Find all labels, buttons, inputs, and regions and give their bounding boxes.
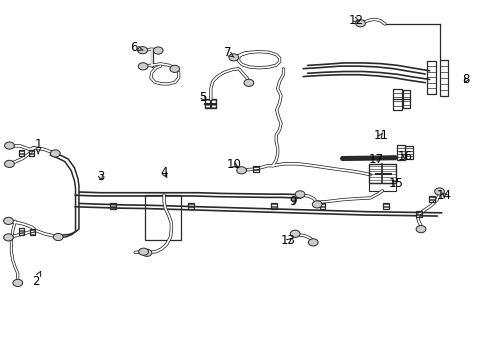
- Text: 7: 7: [223, 46, 233, 59]
- Text: 8: 8: [462, 73, 469, 86]
- Circle shape: [4, 142, 14, 149]
- Text: 11: 11: [373, 129, 388, 142]
- Circle shape: [138, 63, 148, 70]
- Bar: [205, 99, 216, 108]
- Circle shape: [153, 47, 163, 54]
- Circle shape: [434, 188, 444, 195]
- Bar: [30, 229, 35, 235]
- Bar: [319, 203, 325, 209]
- Circle shape: [142, 249, 152, 256]
- Bar: [392, 89, 401, 110]
- Bar: [19, 228, 24, 234]
- Bar: [110, 203, 116, 209]
- Bar: [439, 60, 447, 96]
- Circle shape: [3, 234, 13, 241]
- Text: 6: 6: [130, 41, 143, 54]
- Text: 5: 5: [199, 91, 206, 104]
- Bar: [428, 196, 434, 202]
- Circle shape: [312, 201, 322, 208]
- Circle shape: [53, 233, 63, 240]
- Bar: [368, 183, 395, 191]
- Circle shape: [308, 239, 318, 246]
- Text: 3: 3: [97, 170, 104, 183]
- Circle shape: [4, 160, 14, 167]
- Circle shape: [138, 46, 147, 54]
- Circle shape: [139, 248, 148, 255]
- Circle shape: [244, 79, 253, 86]
- Bar: [402, 90, 409, 108]
- Bar: [415, 211, 421, 217]
- Circle shape: [3, 217, 13, 225]
- Text: 16: 16: [397, 150, 412, 163]
- Text: 17: 17: [368, 153, 383, 166]
- Bar: [427, 61, 435, 94]
- Bar: [270, 203, 276, 209]
- Circle shape: [295, 191, 305, 198]
- Text: 13: 13: [281, 234, 295, 247]
- Circle shape: [355, 20, 365, 27]
- Bar: [187, 203, 193, 209]
- Text: 14: 14: [436, 189, 451, 202]
- Circle shape: [236, 167, 246, 174]
- Circle shape: [415, 226, 425, 233]
- Circle shape: [169, 65, 179, 72]
- Circle shape: [228, 54, 238, 61]
- Bar: [405, 145, 412, 159]
- Bar: [253, 166, 259, 172]
- Circle shape: [290, 230, 300, 237]
- Bar: [382, 203, 388, 209]
- Text: 10: 10: [226, 158, 241, 171]
- Text: 9: 9: [289, 195, 296, 208]
- Text: 2: 2: [32, 271, 41, 288]
- Circle shape: [50, 150, 60, 157]
- Bar: [144, 195, 181, 240]
- Bar: [19, 150, 24, 156]
- Text: 4: 4: [160, 166, 167, 179]
- Text: 15: 15: [387, 177, 402, 190]
- Text: 12: 12: [348, 14, 364, 27]
- Bar: [368, 164, 395, 183]
- Circle shape: [13, 279, 22, 287]
- Bar: [29, 150, 34, 156]
- Text: 1: 1: [35, 138, 42, 153]
- Bar: [396, 145, 405, 160]
